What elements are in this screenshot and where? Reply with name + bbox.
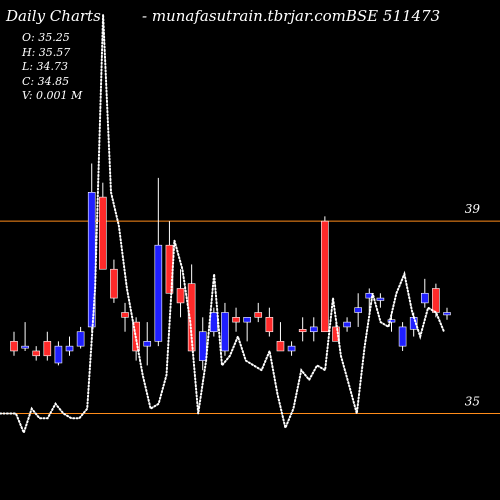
candle-body-down	[232, 317, 240, 323]
candle	[254, 302, 263, 323]
candle-body-up	[420, 292, 429, 304]
candle	[32, 346, 41, 361]
candle-body-down	[99, 196, 107, 270]
candle	[265, 307, 274, 337]
candle-body-up	[243, 317, 251, 323]
candle-body-up	[76, 331, 85, 347]
level-label-35: 35	[465, 394, 480, 408]
candle	[287, 341, 296, 356]
candle-body-down	[432, 288, 440, 313]
volume-value: V: 0.001 M	[22, 89, 83, 102]
candle-body-down	[187, 283, 196, 352]
candle	[110, 259, 118, 303]
candle-body-up	[376, 297, 385, 301]
candle-body-down	[10, 341, 18, 352]
candle	[76, 326, 85, 349]
candle	[376, 293, 385, 308]
candle-body-up	[343, 321, 351, 328]
ohlc-panel: O: 35.25 H: 35.57 L: 34.73 C: 34.85 V: 0…	[22, 31, 82, 104]
candle-body-up	[154, 244, 163, 342]
candle-body-up	[398, 326, 407, 347]
candle-body-up	[287, 345, 296, 352]
high-value: H: 35.57	[22, 45, 71, 59]
level-label-39: 39	[465, 202, 481, 216]
candle-body-down	[298, 329, 307, 333]
candle-body-down	[32, 350, 41, 357]
candle	[243, 317, 251, 342]
candle	[420, 278, 429, 308]
candle-body-up	[143, 341, 152, 347]
candle	[309, 317, 318, 342]
candle	[143, 322, 152, 366]
candle-body-down	[276, 341, 285, 352]
candle-body-up	[198, 331, 207, 361]
candle	[443, 307, 451, 320]
candle	[154, 177, 163, 347]
candle	[121, 302, 129, 332]
candle-body-down	[254, 312, 263, 318]
candle-body-down	[110, 268, 118, 299]
candle-body-up	[443, 312, 451, 316]
candle	[232, 307, 240, 332]
low-value: L: 34.73	[22, 60, 68, 73]
candle	[187, 264, 196, 352]
candle	[99, 182, 107, 270]
site-symbol-label: - munafasutrain.tbrjar.comBSE 511473	[142, 7, 441, 25]
candle-body-up	[210, 312, 218, 333]
candle	[321, 216, 329, 333]
candle-body-down	[321, 220, 329, 333]
candle	[198, 317, 207, 371]
candle-body-down	[43, 341, 52, 357]
candle-body-up	[221, 312, 229, 352]
candle	[10, 331, 18, 356]
candle	[54, 341, 63, 366]
candle	[343, 317, 351, 332]
close-value: C: 34.85	[22, 74, 70, 88]
candle-body-up	[354, 307, 362, 313]
candle	[176, 269, 185, 318]
candle-body-up	[387, 319, 396, 323]
candle	[43, 331, 52, 361]
candle-body-up	[309, 326, 318, 333]
candle	[21, 322, 29, 351]
candle	[276, 322, 285, 352]
overlay-line	[0, 14, 445, 436]
candle-body-down	[265, 317, 274, 333]
candle-body-up	[65, 345, 74, 352]
candle	[354, 293, 362, 327]
candle-body-down	[176, 288, 185, 304]
dotted-overlay	[0, 14, 445, 436]
candle-body-up	[54, 345, 63, 364]
candle	[65, 336, 74, 356]
candle-body-up	[21, 345, 29, 349]
candles	[10, 163, 451, 371]
candle-body-down	[121, 312, 129, 318]
candle	[298, 317, 307, 342]
candle	[398, 322, 407, 351]
open-value: O: 35.25	[22, 31, 70, 44]
candle	[221, 302, 229, 356]
chart-title: Daily Charts	[6, 7, 101, 25]
level-lines: 39 35	[0, 202, 500, 414]
